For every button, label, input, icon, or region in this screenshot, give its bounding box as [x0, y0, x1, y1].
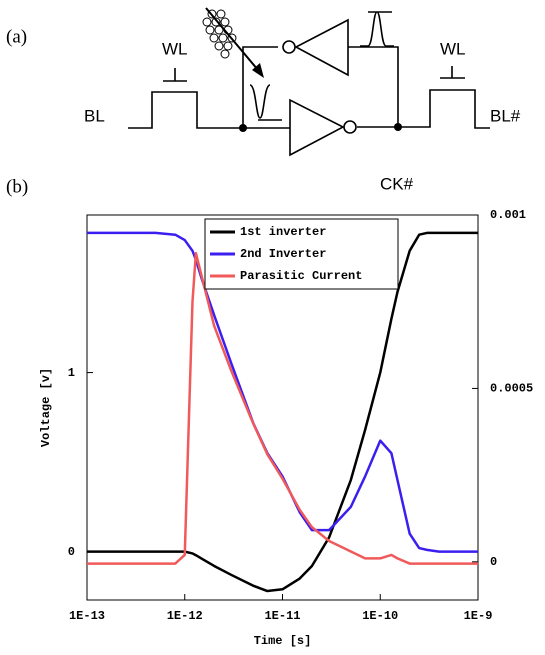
- legend-label: Parasitic Current: [240, 269, 362, 283]
- y-axis-label: Voltage [v]: [39, 368, 53, 447]
- y2-tick-label: 0.001: [490, 208, 526, 222]
- x-tick-label: 1E-9: [464, 609, 493, 623]
- ck-bar-label: CK#: [380, 174, 414, 193]
- node: [394, 123, 402, 131]
- x-tick-label: 1E-12: [167, 609, 203, 623]
- right-access-transistor: [357, 66, 490, 129]
- ion-arrow: [205, 7, 259, 71]
- y-tick-label: 0: [68, 545, 75, 559]
- pulse-up: [360, 11, 394, 47]
- wl-label: WL: [440, 39, 466, 58]
- wl-label: WL: [162, 39, 188, 58]
- inverter-bubble: [282, 40, 296, 54]
- bl-label: BL: [84, 106, 105, 125]
- y2-tick-label: 0.0005: [490, 382, 533, 396]
- pulse-down: [249, 84, 282, 121]
- node: [239, 124, 247, 132]
- arrow-head: [252, 63, 264, 78]
- lower-inverter: [289, 98, 345, 157]
- ion-cluster: [202, 9, 237, 59]
- bl-bar-label: BL#: [490, 106, 521, 125]
- series-line: [87, 231, 478, 593]
- legend-box: [204, 218, 399, 290]
- chart: (b) 1E-13 1E-12 1E-11 1E-10 1E-9 0 1 0 0.0005 0.00…: [6, 176, 533, 648]
- legend-label: 2nd Inverter: [240, 247, 326, 261]
- x-tick-label: 1E-11: [264, 609, 300, 623]
- left-access-transistor: [128, 68, 290, 129]
- panel-label: (b): [6, 176, 28, 197]
- series-line: [87, 251, 478, 565]
- panel-label: (a): [6, 26, 27, 47]
- feedback-wires: [242, 46, 399, 128]
- series-line: [87, 231, 478, 553]
- y-tick-label: 1: [68, 366, 75, 380]
- x-axis-label: Time [s]: [254, 634, 312, 648]
- y2-tick-label: 0: [490, 555, 497, 569]
- x-tick-label: 1E-10: [362, 609, 398, 623]
- inverter-bubble: [343, 120, 357, 134]
- upper-inverter: [294, 18, 349, 77]
- x-tick-label: 1E-13: [69, 609, 105, 623]
- legend-label: 1st inverter: [240, 225, 326, 239]
- circuit-diagram: (a) WL WL BL BL# CK#: [6, 7, 521, 193]
